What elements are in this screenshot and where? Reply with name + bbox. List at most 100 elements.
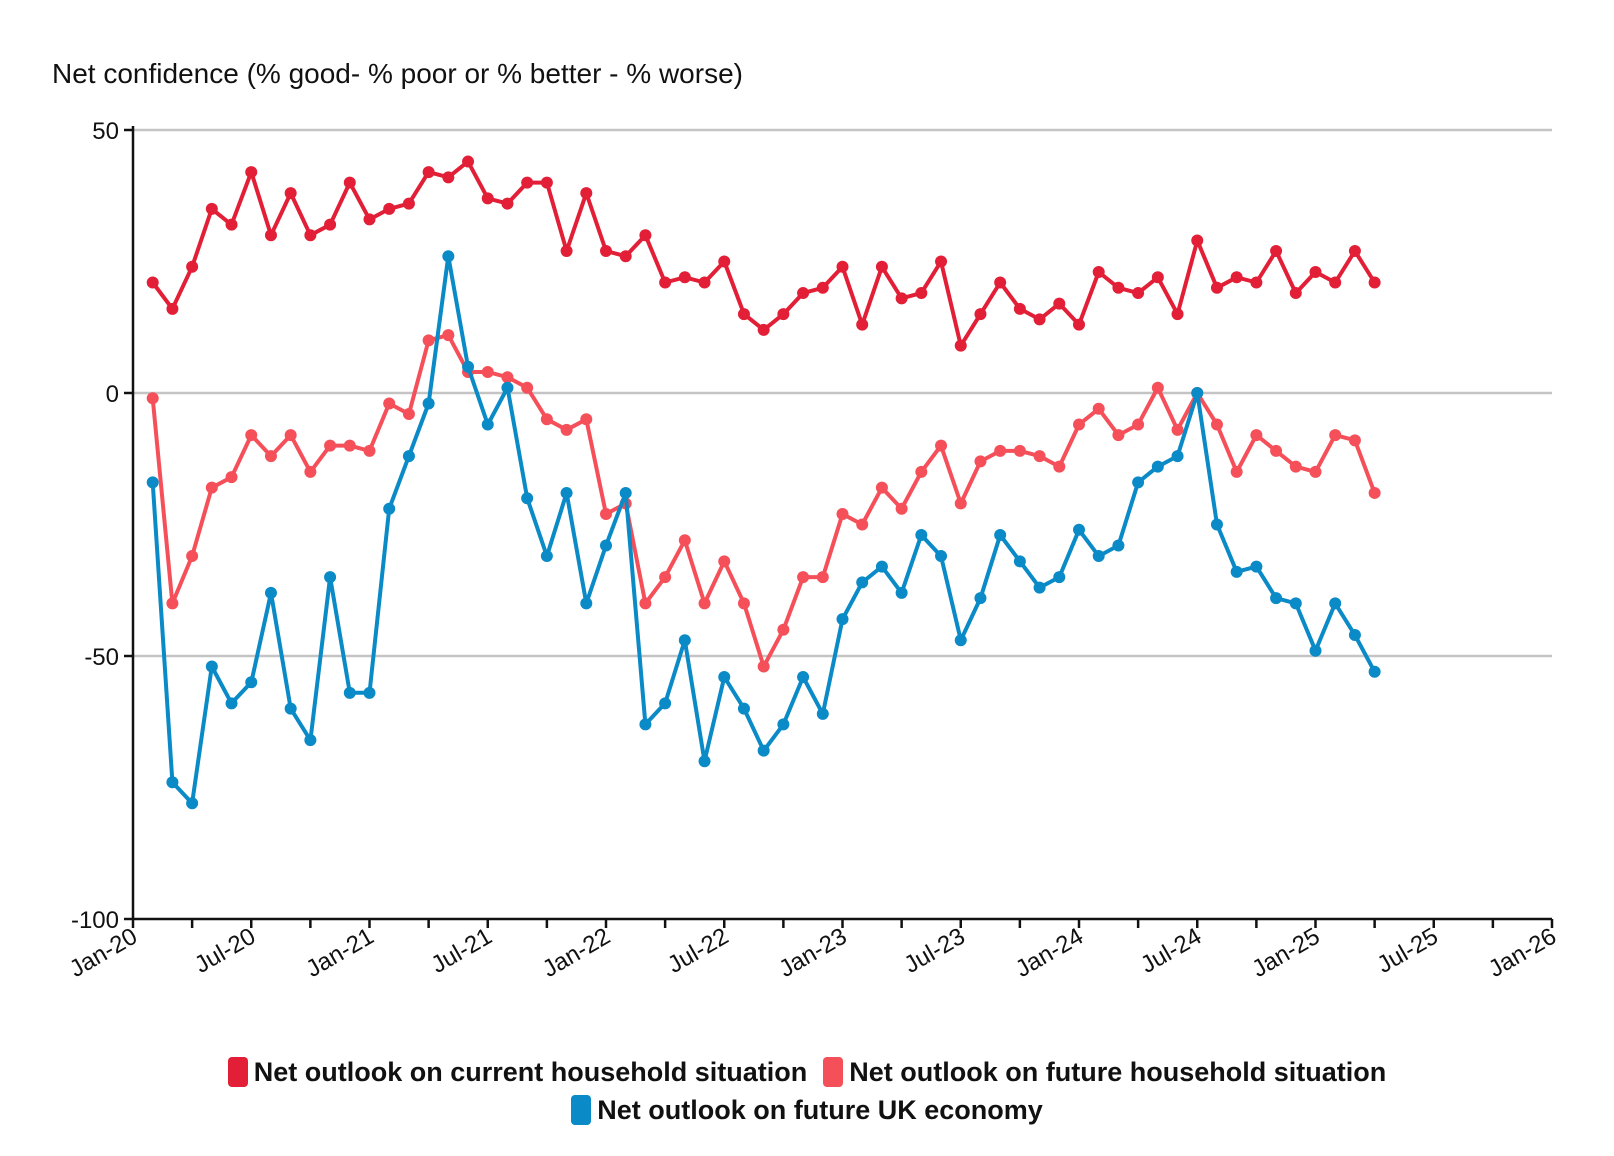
data-point (146, 276, 159, 289)
y-tick-label: -100 (71, 907, 119, 934)
data-point (915, 465, 928, 478)
data-point (1033, 313, 1046, 326)
data-point (1368, 486, 1381, 499)
y-tick-label: 50 (92, 118, 119, 145)
data-point (777, 718, 790, 731)
data-point (895, 292, 908, 305)
data-point (600, 507, 612, 520)
data-point (521, 381, 534, 394)
data-point (1053, 571, 1066, 584)
data-point (1289, 460, 1302, 473)
data-point (1289, 287, 1302, 300)
data-point (639, 597, 652, 610)
x-tick-label: Jul-25 (1373, 923, 1443, 979)
data-point (1151, 460, 1164, 473)
data-point (875, 260, 888, 273)
data-point (895, 502, 908, 515)
data-point (856, 518, 869, 531)
legend-label-future-household: Net outlook on future household situatio… (849, 1057, 1387, 1087)
data-point (225, 697, 238, 710)
data-point (343, 176, 356, 189)
data-point (1230, 465, 1243, 478)
data-point (1348, 244, 1361, 257)
data-point (619, 250, 632, 263)
data-point (363, 444, 376, 457)
data-point (1092, 550, 1105, 563)
data-point (1073, 523, 1085, 536)
legend-swatch-current-household (227, 1057, 248, 1087)
y-tick-label: 0 (106, 381, 119, 408)
data-point (1112, 539, 1125, 552)
data-point (974, 592, 987, 605)
legend: Net outlook on current household situati… (0, 1053, 1614, 1129)
y-ticks: 50 0 -50 -100 (71, 118, 133, 934)
data-point (1348, 628, 1361, 641)
data-point (146, 392, 159, 405)
data-point (166, 597, 179, 610)
data-point (659, 276, 672, 289)
data-point (816, 707, 829, 720)
axes (131, 126, 1552, 921)
data-point (954, 339, 967, 352)
data-point (1132, 418, 1145, 431)
data-point (245, 429, 258, 442)
data-point (1250, 429, 1263, 442)
data-point (501, 371, 514, 384)
data-point (1309, 644, 1322, 657)
x-tick-label: Jan-21 (301, 923, 378, 983)
data-point (205, 481, 218, 494)
data-point (402, 450, 415, 463)
data-point (324, 571, 337, 584)
x-tick-label: Jul-21 (427, 923, 497, 979)
data-point (462, 155, 475, 168)
data-point (639, 718, 652, 731)
data-point (1092, 402, 1105, 415)
data-point (718, 255, 731, 268)
data-point (462, 360, 475, 373)
data-point (521, 492, 534, 505)
data-point (1191, 387, 1204, 399)
data-point (935, 439, 948, 452)
data-point (245, 676, 258, 689)
data-point (816, 571, 829, 584)
data-point (619, 486, 632, 499)
data-point (935, 550, 948, 563)
data-point (875, 560, 888, 573)
data-point (521, 176, 534, 189)
data-point (1151, 271, 1164, 284)
data-point (1270, 244, 1283, 257)
data-point (915, 287, 928, 300)
series-2 (146, 250, 1381, 810)
data-point (1329, 429, 1342, 442)
data-point (560, 486, 573, 499)
data-point (442, 250, 455, 263)
data-point (1171, 308, 1184, 321)
data-point (1013, 302, 1026, 315)
data-point (1171, 423, 1184, 436)
data-point (501, 197, 514, 210)
data-point (875, 481, 888, 494)
data-point (600, 539, 612, 552)
data-point (481, 192, 494, 205)
x-tick-label: Jan-26 (1484, 923, 1561, 983)
x-tick-label: Jan-25 (1247, 923, 1324, 983)
data-point (1112, 281, 1125, 294)
data-point (1250, 276, 1263, 289)
data-point (777, 623, 790, 636)
data-point (1191, 234, 1204, 247)
data-point (698, 755, 711, 768)
x-tick-label: Jan-22 (538, 923, 615, 983)
data-point (1348, 434, 1361, 447)
data-point (422, 334, 435, 347)
data-point (540, 413, 553, 426)
data-point (678, 634, 691, 647)
data-point (698, 597, 711, 610)
data-point (442, 329, 455, 342)
data-point (757, 744, 770, 757)
data-point (836, 613, 849, 626)
data-point (580, 597, 593, 610)
data-point (1132, 287, 1145, 300)
data-point (1013, 555, 1026, 568)
data-point (1033, 450, 1046, 463)
